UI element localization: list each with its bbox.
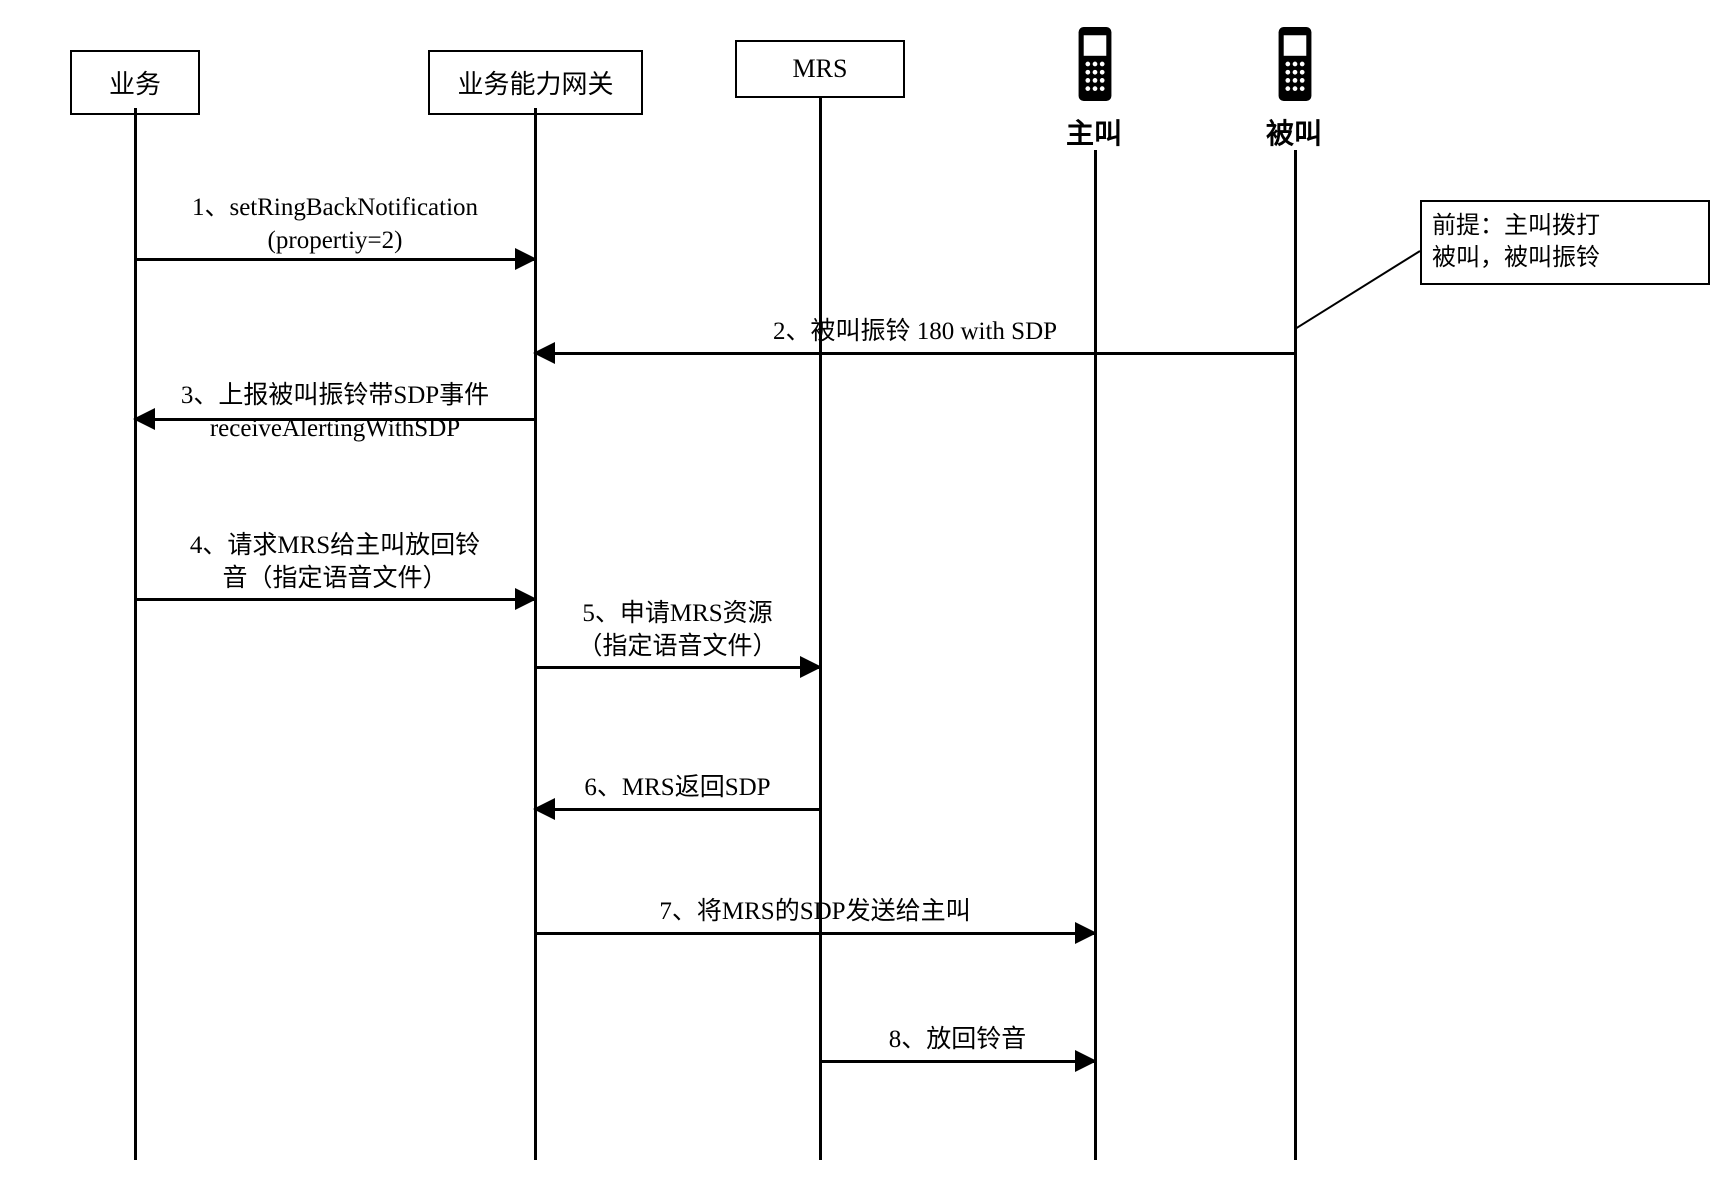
caller-label: 主叫 [1066,112,1122,152]
message-arrow [135,598,535,601]
message-label: 7、将MRS的SDP发送给主叫 [535,896,1095,929]
message-label: 6、MRS返回SDP [535,772,820,805]
callee-label: 被叫 [1266,112,1322,152]
message-label: 1、setRingBackNotification(propertiy=2) [135,192,535,257]
note-connector [1294,250,1420,330]
participant-service: 业务 [70,50,200,115]
message-label: 2、被叫振铃 180 with SDP [535,316,1295,349]
note-line: 前提：主叫拨打 [1432,210,1698,242]
message-arrow [535,808,820,811]
message-label: 4、请求MRS给主叫放回铃音（指定语音文件） [135,530,535,595]
message-arrow [535,352,1295,355]
message-label: 5、申请MRS资源（指定语音文件） [535,598,820,663]
lifeline-service [134,108,137,1160]
lifeline-callee [1294,150,1297,1160]
precondition-note: 前提：主叫拨打 被叫，被叫振铃 [1420,200,1710,285]
phone-icon [1074,25,1116,103]
message-arrow [135,258,535,261]
participant-mrs: MRS [735,40,905,98]
message-label: 3、上报被叫振铃带SDP事件receiveAlertingWithSDP [135,380,535,445]
message-arrow [820,1060,1095,1063]
participant-label: MRS [793,54,848,83]
participant-label: 业务 [109,70,161,99]
message-label: 8、放回铃音 [820,1024,1095,1057]
note-line: 被叫，被叫振铃 [1432,242,1698,274]
participant-label: 业务能力网关 [457,70,613,99]
participant-gateway: 业务能力网关 [428,50,643,115]
lifeline-caller [1094,150,1097,1160]
message-arrow [535,932,1095,935]
phone-icon [1274,25,1316,103]
message-arrow [535,666,820,669]
